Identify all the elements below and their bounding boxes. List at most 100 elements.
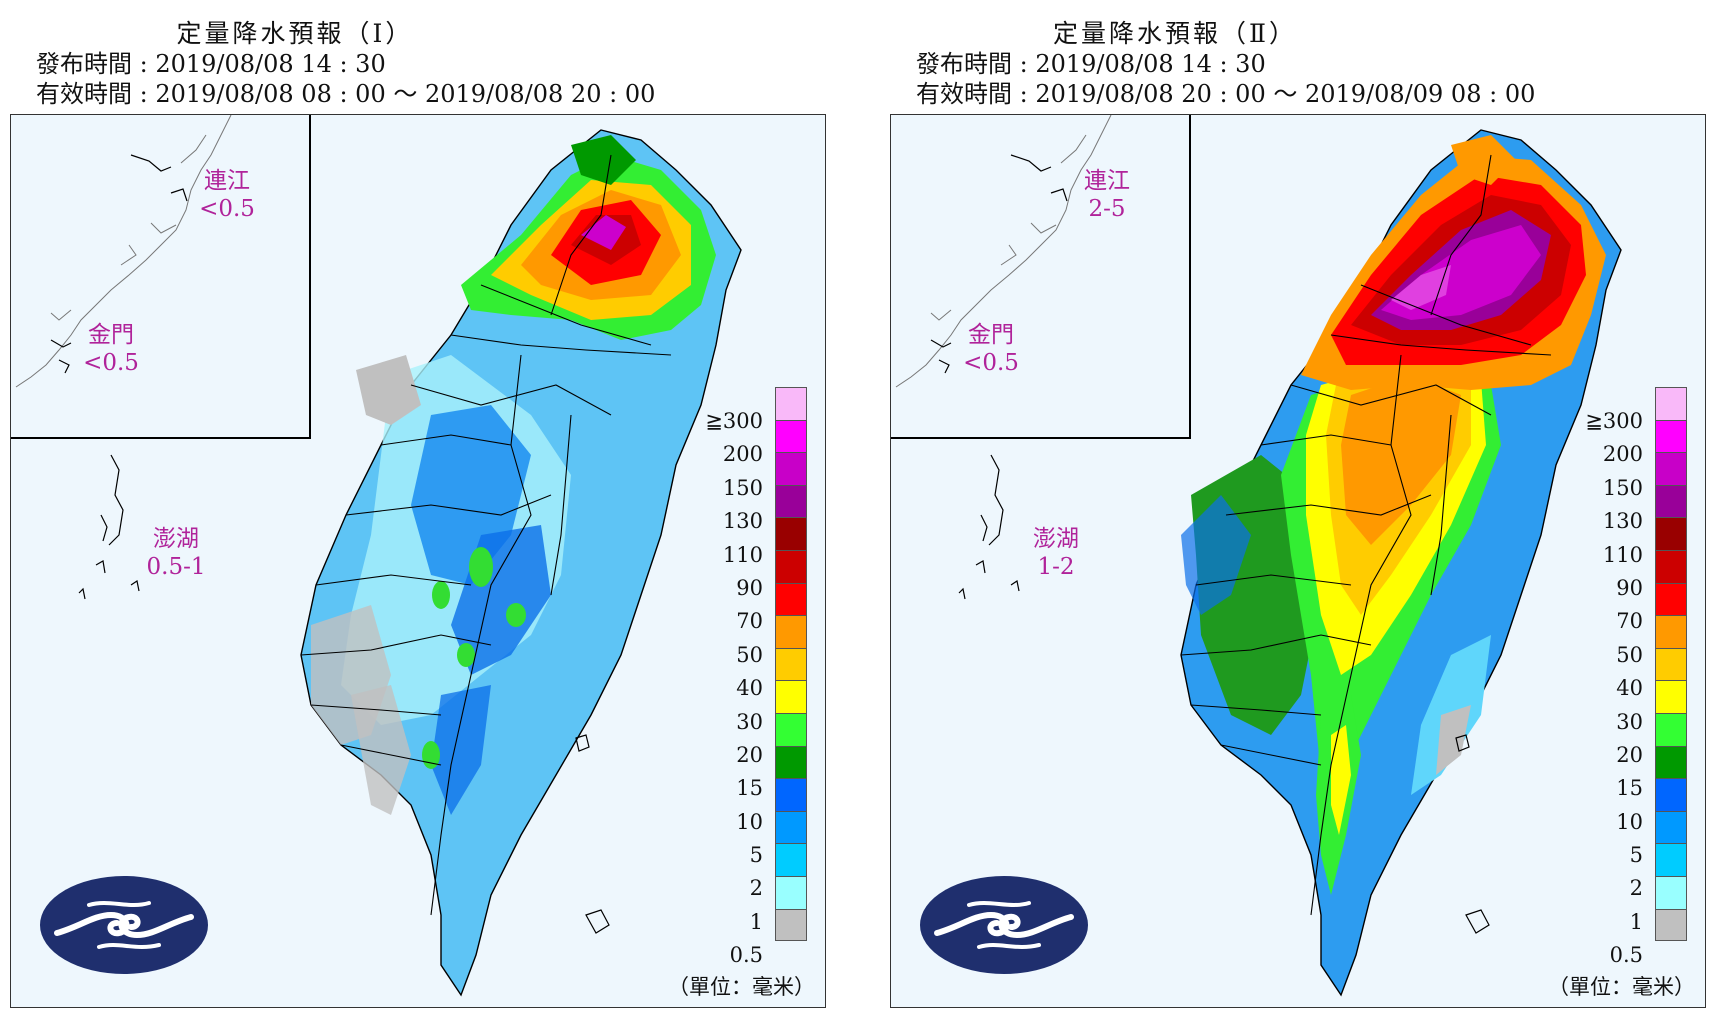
- legend-swatch: [775, 549, 807, 583]
- legend-swatch: [1655, 615, 1687, 648]
- legend-label: 30: [736, 709, 763, 734]
- legend-label: 30: [1616, 709, 1643, 734]
- lienchiang-value: <0.5: [199, 196, 255, 222]
- kinmen-value: <0.5: [963, 350, 1019, 376]
- legend-label: 5: [749, 843, 763, 868]
- legend-swatch: [1655, 712, 1687, 746]
- cwb-logo-icon: [920, 876, 1088, 974]
- taiwan-rainfall-map: [78, 129, 742, 997]
- legend-swatch: [1655, 875, 1687, 909]
- legend-label: 110: [1602, 542, 1643, 567]
- legend-swatch: [1655, 387, 1687, 420]
- legend-label: 2: [749, 876, 763, 901]
- lienchiang-label: 連江: [1084, 168, 1130, 194]
- legend-label: 110: [722, 542, 763, 567]
- legend-swatch: [1655, 549, 1687, 583]
- legend-swatch: [775, 810, 807, 844]
- legend-label: 15: [1616, 776, 1643, 801]
- legend-label: 0.5: [1609, 943, 1643, 968]
- legend-swatch: [1655, 582, 1687, 616]
- panel-title: 定量降水預報（Ⅱ）: [1053, 19, 1297, 48]
- lienchiang-label: 連江: [204, 168, 250, 194]
- legend-swatch: [775, 875, 807, 909]
- legend-label: 40: [1616, 676, 1643, 701]
- legend-swatch: [775, 745, 807, 779]
- legend-swatch: [775, 387, 807, 420]
- legend-swatch: [1655, 843, 1687, 876]
- unit-label: （單位：毫米）: [668, 975, 815, 999]
- coastline-inset: [15, 115, 232, 388]
- rain-map: 連江 <0.5 金門 <0.5 澎湖 0.5-1 ≧300 200 150 130 11…: [10, 114, 826, 1008]
- legend-swatch: [775, 778, 807, 811]
- issued-time: 發布時間 : 2019/08/08 14 : 30: [916, 50, 1266, 78]
- legend-swatch: [1655, 419, 1687, 453]
- legend-label: 50: [736, 642, 763, 667]
- panel-title: 定量降水預報（Ⅰ）: [176, 19, 414, 48]
- issued-time: 發布時間 : 2019/08/08 14 : 30: [36, 50, 386, 78]
- legend-swatch: [775, 843, 807, 876]
- legend-label: 70: [1616, 609, 1643, 634]
- penghu-value: 1-2: [1037, 554, 1075, 580]
- legend-label: 40: [736, 676, 763, 701]
- legend-swatch: [775, 582, 807, 616]
- offshore-islands-inset: [11, 115, 311, 439]
- legend-label: 1: [1629, 909, 1643, 934]
- legend-labels: ≧300 200 150 130 110 90 70 50 40 30 20 15 10 5 2 1 0.5: [705, 405, 763, 973]
- legend-label: 5: [1629, 843, 1643, 868]
- legend-labels: ≧300 200 150 130 110 90 70 50 40 30 20 15 10 5 2 1 0.5: [1585, 405, 1643, 973]
- legend-label: 90: [736, 575, 763, 600]
- legend-label: 50: [1616, 642, 1643, 667]
- legend-label: 2: [1629, 876, 1643, 901]
- cwb-logo-icon: [40, 876, 208, 974]
- legend-swatch: [1655, 647, 1687, 681]
- forecast-panel-2: 定量降水預報（Ⅱ） 發布時間 : 2019/08/08 14 : 30 有效時間…: [880, 0, 1717, 1012]
- color-legend: [775, 387, 809, 942]
- legend-label: 20: [736, 742, 763, 767]
- legend-label: 20: [1616, 742, 1643, 767]
- legend-label: 15: [736, 776, 763, 801]
- legend-label: 200: [722, 442, 763, 467]
- legend-label: 130: [722, 509, 763, 534]
- valid-time: 有效時間 : 2019/08/08 08 : 00 ～ 2019/08/08 2…: [36, 80, 656, 108]
- lienchiang-value: 2-5: [1088, 196, 1126, 222]
- unit-label: （單位：毫米）: [1548, 975, 1695, 999]
- penghu-value: 0.5-1: [146, 554, 206, 580]
- legend-swatch: [775, 680, 807, 713]
- color-legend: [1655, 387, 1689, 942]
- legend-swatch: [1655, 484, 1687, 518]
- rain-map: 連江 2-5 金門 <0.5 澎湖 1-2 ≧300 200 150 130 110 90…: [890, 114, 1706, 1008]
- legend-swatch: [1655, 745, 1687, 779]
- legend-label: ≧300: [1585, 409, 1643, 433]
- legend-label: ≧300: [705, 409, 763, 433]
- legend-swatch: [775, 484, 807, 518]
- legend-swatch: [1655, 908, 1687, 942]
- legend-label: 70: [736, 609, 763, 634]
- legend-label: 150: [1602, 475, 1643, 500]
- kinmen-label: 金門: [968, 322, 1014, 348]
- kinmen-value: <0.5: [83, 350, 139, 376]
- offshore-islands-inset: [891, 115, 1191, 439]
- legend-label: 10: [1616, 809, 1643, 834]
- legend-swatch: [1655, 680, 1687, 713]
- legend-label: 90: [1616, 575, 1643, 600]
- legend-label: 150: [722, 475, 763, 500]
- legend-swatch: [775, 517, 807, 550]
- legend-swatch: [775, 712, 807, 746]
- legend-swatch: [775, 419, 807, 453]
- valid-time: 有效時間 : 2019/08/08 20 : 00 ～ 2019/08/09 0…: [916, 80, 1536, 108]
- kinmen-label: 金門: [88, 322, 134, 348]
- legend-swatch: [1655, 452, 1687, 485]
- legend-label: 1: [749, 909, 763, 934]
- legend-swatch: [775, 452, 807, 485]
- legend-swatch: [1655, 778, 1687, 811]
- legend-label: 130: [1602, 509, 1643, 534]
- taiwan-rainfall-map: [958, 129, 1622, 997]
- legend-swatch: [775, 908, 807, 942]
- legend-swatch: [1655, 517, 1687, 550]
- legend-label: 200: [1602, 442, 1643, 467]
- coastline-inset: [895, 115, 1112, 388]
- legend-label: 0.5: [729, 943, 763, 968]
- penghu-label: 澎湖: [153, 526, 199, 552]
- legend-swatch: [1655, 810, 1687, 844]
- legend-label: 10: [736, 809, 763, 834]
